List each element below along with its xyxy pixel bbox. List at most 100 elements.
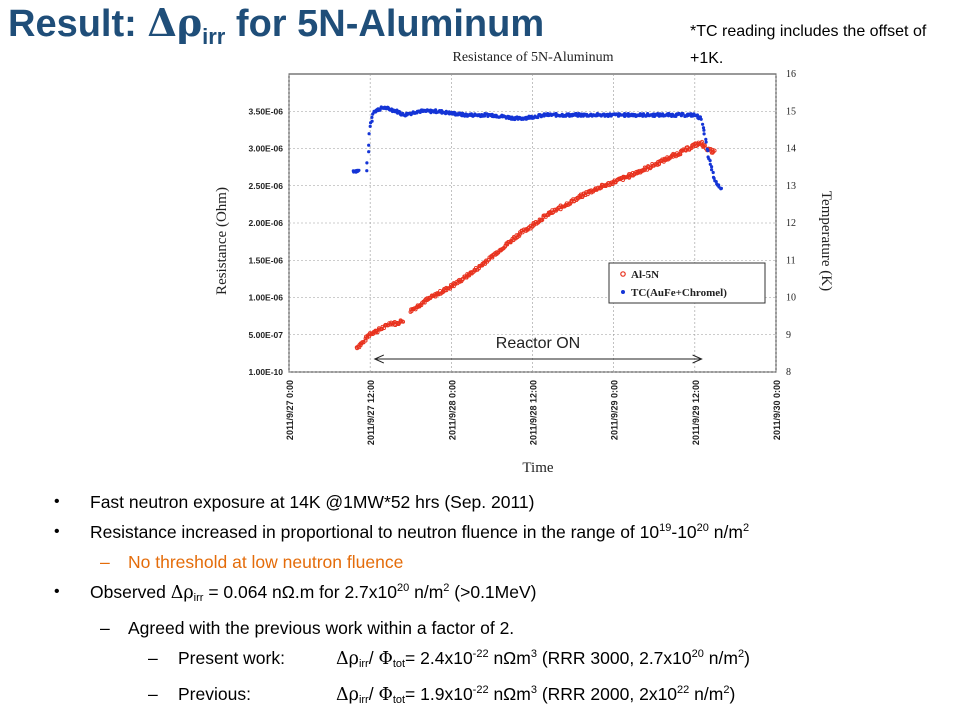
slide-title: Result: Δρirr for 5N-Aluminum <box>8 0 544 50</box>
left-axis-ticks: 1.00E-10 5.00E-07 1.00E-06 1.50E-06 2.00E-06… <box>249 106 284 377</box>
data-point <box>719 186 724 190</box>
data-point <box>695 113 700 117</box>
y-left-tick-label: 2.00E-06 <box>249 218 284 228</box>
x-tick-label: 2011/9/28 12:00 <box>529 380 539 445</box>
y-right-tick-label: 14 <box>786 144 796 155</box>
sub-bullet-dash: – <box>148 684 158 704</box>
data-point <box>574 111 578 116</box>
data-point <box>448 286 453 291</box>
data-point <box>710 168 714 172</box>
data-point <box>714 180 718 184</box>
y-right-tick-label: 11 <box>786 255 796 266</box>
data-point <box>704 137 708 141</box>
sub-bullet-dash: – <box>148 648 158 668</box>
sub-bullet-no-threshold: – No threshold at low neutron fluence <box>52 547 952 577</box>
bullet-resistance-increase: Resistance increased in proportional to … <box>52 517 952 547</box>
series-al-5n <box>354 139 717 351</box>
y-left-tick-label: 1.50E-06 <box>249 255 284 265</box>
data-point <box>363 338 368 343</box>
y-left-tick-label: 1.00E-06 <box>249 293 284 303</box>
reactor-on-arrowhead-right <box>692 354 703 364</box>
data-point <box>546 212 551 217</box>
data-point <box>365 169 369 173</box>
data-point <box>370 115 374 119</box>
data-point <box>712 148 717 153</box>
data-point <box>702 132 706 136</box>
data-point <box>368 124 372 128</box>
data-point <box>483 114 487 118</box>
data-point <box>365 161 369 165</box>
y-left-tick-label: 3.50E-06 <box>249 106 284 116</box>
x-tick-label: 2011/9/27 12:00 <box>366 380 376 445</box>
chart-title: Resistance of 5N-Aluminum <box>453 50 614 65</box>
series-tc <box>351 105 724 191</box>
y-axis-right-label: Temperature (K) <box>818 191 834 291</box>
data-point <box>708 159 712 163</box>
data-point <box>710 165 714 169</box>
data-point <box>419 303 424 308</box>
y-right-tick-label: 15 <box>786 106 796 117</box>
legend: Al-5N TC(AuFe+Chromel) <box>608 262 766 304</box>
y-left-tick-label: 3.00E-06 <box>249 144 284 154</box>
y-left-tick-label: 2.50E-06 <box>249 181 284 191</box>
right-axis-ticks: 8 9 10 11 12 13 14 15 16 <box>786 69 796 378</box>
offset-note: *TC reading includes the offset of +1K. <box>690 23 927 67</box>
data-point <box>712 176 716 180</box>
data-point <box>444 288 449 293</box>
data-point <box>401 319 406 324</box>
legend-label-al-5n: Al-5N <box>631 269 659 281</box>
sub-bullet-dash: – <box>100 552 110 572</box>
y-right-tick-label: 16 <box>786 69 796 80</box>
data-point <box>708 162 712 166</box>
data-point <box>706 149 710 153</box>
data-point <box>487 257 492 262</box>
legend-label-tc: TC(AuFe+Chromel) <box>631 287 727 299</box>
reactor-on-label: Reactor ON <box>496 335 580 352</box>
data-point <box>358 343 363 348</box>
data-point <box>701 126 706 130</box>
x-axis-ticks: 2011/9/27 0:00 2011/9/27 12:00 2011/9/28 0… <box>285 380 782 445</box>
resistance-chart: Resistance of 5N-Aluminum 2011/9/27 0:00… <box>214 50 834 476</box>
title-symbol: Δρ <box>147 0 203 45</box>
y-left-tick-label: 1.00E-10 <box>249 367 284 377</box>
data-point <box>357 168 361 172</box>
legend-marker-al-5n <box>620 271 626 277</box>
sub-bullet-agreed: – Agreed with the previous work within a … <box>52 613 952 643</box>
title-suffix: for 5N-Aluminum <box>225 3 545 45</box>
x-tick-label: 2011/9/29 0:00 <box>610 380 620 440</box>
x-tick-label: 2011/9/30 0:00 <box>772 380 782 440</box>
data-point <box>367 143 371 147</box>
y-right-tick-label: 12 <box>786 218 796 229</box>
data-point <box>367 132 371 136</box>
data-point <box>379 327 384 331</box>
data-point <box>700 139 704 144</box>
y-right-tick-label: 10 <box>786 293 796 304</box>
y-left-tick-label: 5.00E-07 <box>249 330 284 340</box>
data-point <box>526 226 531 231</box>
y-right-tick-label: 8 <box>786 367 791 378</box>
data-point <box>367 334 372 339</box>
reactor-on-arrowhead-left <box>373 354 384 364</box>
data-point <box>701 122 705 126</box>
data-point <box>508 240 513 245</box>
title-prefix: Result: <box>8 3 148 45</box>
data-point <box>704 140 708 144</box>
sub-sub-bullet-previous: – Previous: Δρirr/ Φtot= 1.9x10-22 nΩm3 (R… <box>52 679 952 715</box>
data-point <box>702 128 706 132</box>
sub-bullet-dash: – <box>100 618 110 638</box>
data-point <box>370 119 374 123</box>
y-right-tick-label: 13 <box>786 181 796 192</box>
data-point <box>517 233 522 238</box>
bullet-exposure: Fast neutron exposure at 14K @1MW*52 hrs… <box>52 487 952 517</box>
x-axis-label: Time <box>522 460 553 476</box>
reactor-on-annotation: Reactor ON <box>373 335 703 364</box>
data-point <box>367 150 371 154</box>
y-right-tick-label: 9 <box>786 330 791 341</box>
bullet-observed: Observed Δρirr = 0.064 nΩ.m for 2.7x1020… <box>52 577 952 613</box>
sub-sub-bullet-present: – Present work: Δρirr/ Φtot= 2.4x10-22 nΩm… <box>52 643 952 679</box>
data-point <box>388 322 393 327</box>
data-point <box>434 108 438 112</box>
legend-box <box>608 262 766 304</box>
y-axis-left-label: Resistance (Ohm) <box>214 187 230 295</box>
data-point <box>557 205 562 210</box>
